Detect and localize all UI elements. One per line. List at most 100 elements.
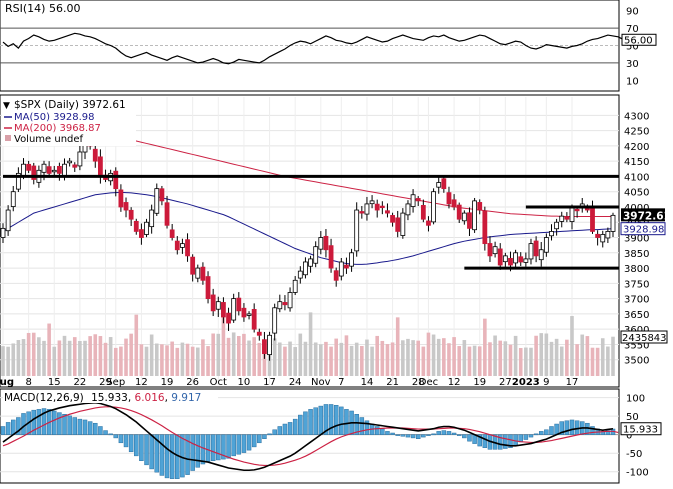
candle-body [461, 212, 467, 222]
candle-body [323, 235, 329, 251]
date-tick-label: 17 [566, 377, 579, 388]
candle-body [195, 267, 201, 279]
macd-histogram-bar [139, 434, 144, 462]
macd-histogram-bar [246, 434, 252, 451]
volume-bar [411, 340, 415, 376]
candle-body [31, 165, 37, 180]
candle-body [0, 227, 6, 238]
candle-body [190, 256, 196, 275]
volume-bar [231, 332, 236, 376]
macd-legend-histogram: 9.917 [171, 392, 201, 404]
date-tick-label: 12 [448, 377, 461, 388]
macd-histogram-bar [282, 423, 288, 435]
macd-histogram-bar [185, 434, 190, 475]
macd-tick-label: -50 [626, 449, 642, 460]
candle-body [272, 307, 278, 334]
volume-bar [216, 333, 221, 376]
volume-bar [590, 347, 595, 376]
macd-histogram-bar [72, 417, 78, 435]
macd-histogram-bar [31, 409, 37, 435]
macd-histogram-bar [359, 417, 365, 435]
price-panel: 4300425042004150410040504000395039003850… [0, 94, 671, 388]
macd-histogram-bar [77, 418, 83, 435]
volume-bar [360, 346, 364, 376]
price-tick-label: 3650 [624, 310, 649, 321]
volume-bar [329, 346, 333, 376]
candle-body [610, 214, 616, 232]
date-tick-label: 28 [412, 377, 425, 388]
candle-body [15, 172, 21, 190]
candle-body [477, 202, 483, 211]
macd-histogram-bar [328, 404, 334, 435]
macd-line [2, 401, 614, 472]
candle-body [123, 202, 129, 211]
date-tick-label: 19 [161, 377, 174, 388]
candle-body [5, 209, 11, 232]
volume-bar [252, 337, 256, 376]
candle-body [415, 198, 421, 202]
volume-bar [385, 344, 390, 376]
volume-bar [549, 341, 554, 376]
volume-bar [134, 314, 139, 376]
volume-bar [37, 337, 41, 376]
rsi-gridlines [0, 27, 619, 64]
price-tick-label: 3800 [624, 264, 649, 275]
candle-body [502, 255, 508, 263]
macd-histogram-bar [144, 434, 149, 466]
candle-body [590, 206, 595, 232]
volume-bar [57, 340, 62, 376]
macd-histogram-bar [477, 434, 482, 447]
volume-bar [447, 343, 451, 376]
macd-y-axis: 100 50 0 -50 -100 [626, 394, 649, 479]
candle-body [385, 210, 390, 214]
candle-body [431, 191, 436, 223]
date-tick-label: 9 [543, 377, 549, 388]
volume-bar [529, 347, 533, 376]
macd-histogram-bar [113, 434, 119, 439]
volume-bar [483, 318, 487, 376]
macd-histogram-bar [216, 434, 221, 461]
candle-body [318, 237, 324, 250]
macd-histogram-bar [564, 420, 570, 435]
price-panel-frame [0, 94, 620, 388]
macd-histogram-bar [226, 434, 231, 459]
candle-body [456, 204, 462, 220]
candle-body [251, 309, 257, 330]
date-tick-label: Sep [106, 377, 125, 388]
price-tick-label: 3700 [624, 295, 649, 306]
price-legend-title: $SPX (Daily) 3972.61 [14, 99, 126, 111]
candle-body [374, 203, 380, 211]
candle-body [600, 234, 606, 243]
candle-body [287, 292, 293, 309]
candle-body [492, 246, 498, 255]
volume-legend-swatch [5, 135, 11, 141]
macd-histogram-bar [277, 426, 283, 435]
candle-body [446, 192, 452, 205]
candle-body [523, 258, 529, 263]
macd-histogram-bar [103, 430, 108, 435]
date-tick-label: 24 [289, 377, 302, 388]
candle-body [420, 205, 426, 220]
candle-body [410, 194, 416, 207]
volume-bar [334, 338, 338, 376]
candle-body [159, 188, 165, 202]
volume-bar [42, 340, 46, 376]
rsi-tick-label: 10 [626, 76, 639, 87]
date-tick-label: Aug [0, 377, 14, 388]
volume-bar [313, 342, 318, 376]
macd-histogram-bar [544, 429, 549, 435]
date-tick-label: 7 [338, 377, 344, 388]
macd-histogram-bar [118, 434, 124, 444]
volume-bar [395, 317, 400, 376]
date-tick-label: 10 [238, 377, 251, 388]
volume-bar [6, 346, 10, 376]
macd-histogram-bar [421, 434, 426, 438]
candle-body [297, 270, 303, 279]
volume-bar [119, 346, 123, 376]
macd-histogram-bar [554, 423, 559, 435]
volume-bar [518, 347, 523, 376]
candle-body [267, 334, 272, 356]
last-price-tag: 3972.61 [621, 208, 671, 222]
macd-histogram-bar [180, 434, 185, 478]
